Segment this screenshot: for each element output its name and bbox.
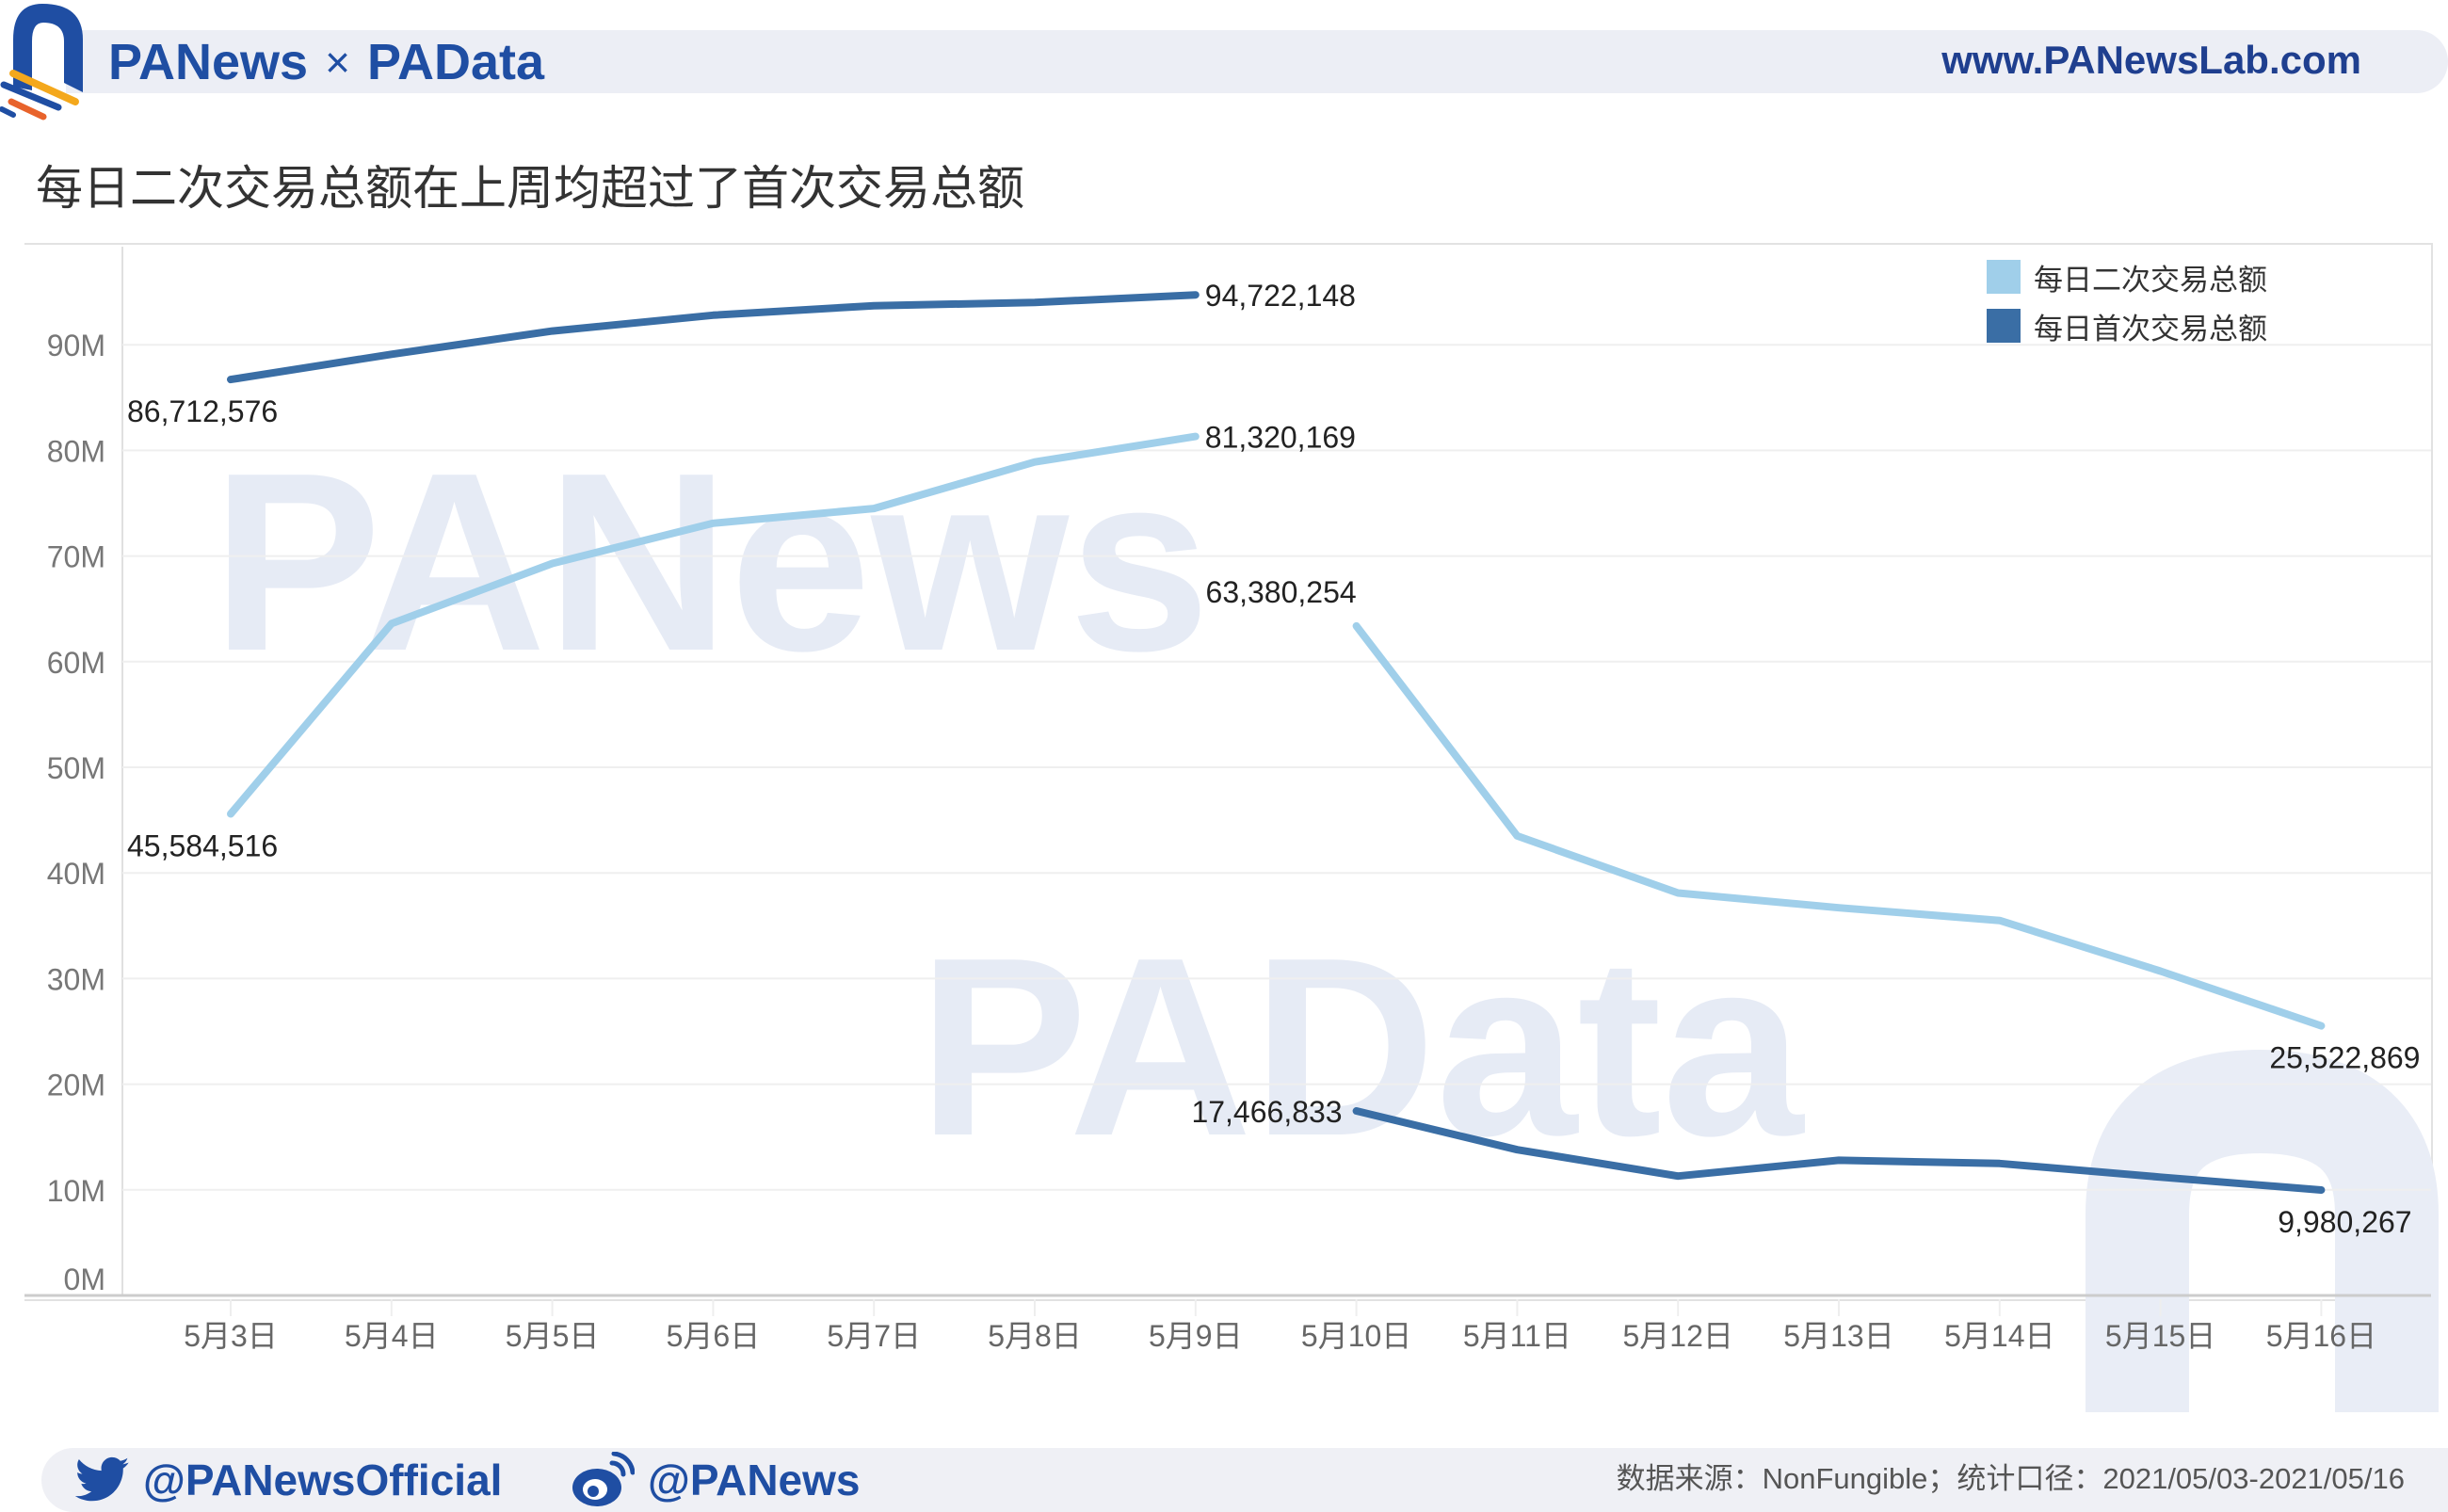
- header-band: [66, 30, 2448, 93]
- y-tick-label: 70M: [47, 540, 105, 574]
- data-label: 63,380,254: [1206, 575, 1357, 609]
- x-tick-label: 5月11日: [1463, 1319, 1571, 1353]
- legend-item-primary[interactable]: 每日首次交易总额: [1987, 301, 2267, 350]
- data-label: 94,722,148: [1205, 279, 1356, 313]
- y-tick-label: 0M: [64, 1263, 105, 1296]
- x-tick-label: 5月9日: [1149, 1319, 1243, 1353]
- data-source-note: 数据来源：NonFungible；统计口径：2021/05/03-2021/05…: [1616, 1462, 2405, 1495]
- series-line-secondary[interactable]: [227, 432, 1200, 818]
- series-line-secondary[interactable]: [1352, 621, 2326, 1030]
- legend-swatch-secondary: [1987, 260, 2021, 294]
- twitter-handle[interactable]: @PANewsOfficial: [75, 1450, 502, 1510]
- data-label: 17,466,833: [1191, 1095, 1342, 1129]
- y-tick-label: 10M: [47, 1174, 105, 1208]
- data-label: 9,980,267: [2278, 1205, 2411, 1239]
- x-tick-label: 5月3日: [184, 1319, 278, 1353]
- data-label: 45,584,516: [127, 829, 278, 863]
- twitter-bird-icon: [75, 1456, 130, 1502]
- y-tick-label: 80M: [47, 434, 105, 468]
- data-label: 86,712,576: [127, 394, 278, 428]
- y-tick-label: 90M: [47, 329, 105, 362]
- x-tick-label: 5月13日: [1783, 1319, 1893, 1353]
- site-url[interactable]: www.PANewsLab.com: [1941, 38, 2361, 82]
- chart-frame: [24, 243, 2433, 1301]
- x-tick-label: 5月15日: [2105, 1319, 2215, 1353]
- data-label: 81,320,169: [1205, 421, 1356, 455]
- brand-panews: PANews: [108, 34, 309, 90]
- data-label: 25,522,869: [2269, 1041, 2420, 1075]
- legend-item-secondary[interactable]: 每日二次交易总额: [1987, 252, 2267, 301]
- brand-padata: PAData: [366, 34, 545, 90]
- chart-title: 每日二次交易总额在上周均超过了首次交易总额: [36, 162, 1024, 215]
- watermark-panews: PANews: [212, 421, 1210, 704]
- y-tick-label: 20M: [47, 1069, 105, 1102]
- legend-swatch-primary: [1987, 309, 2021, 343]
- watermark-padata: PAData: [918, 906, 1805, 1189]
- panews-logo-icon: [0, 4, 83, 121]
- y-tick-label: 30M: [47, 962, 105, 996]
- series-lines: [227, 291, 2326, 1194]
- watermark: PANews PAData: [212, 421, 2439, 1412]
- series-line-primary[interactable]: [227, 291, 1200, 384]
- x-axis: 5月3日 5月4日 5月5日 5月6日 5月7日 5月8日 5月9日 5月10日 5月11日 5月…: [184, 1299, 2376, 1353]
- brand-logo-text: PANews × PAData: [108, 34, 544, 90]
- data-labels: 45,584,516 81,320,169 63,380,254 25,522,869…: [127, 279, 2420, 1239]
- x-tick-label: 5月6日: [667, 1319, 761, 1353]
- twitter-handle-text: @PANewsOfficial: [143, 1456, 503, 1504]
- x-tick-label: 5月7日: [827, 1319, 921, 1353]
- footer-band: [41, 1448, 2448, 1512]
- y-tick-label: 40M: [47, 857, 105, 891]
- y-tick-label: 50M: [47, 751, 105, 785]
- y-axis: 0M 10M 20M 30M 40M 50M 60M 70M 80M 90M: [47, 329, 105, 1296]
- legend-label-secondary: 每日二次交易总额: [2034, 263, 2267, 297]
- weibo-icon: [572, 1452, 635, 1506]
- gridlines: [24, 247, 2431, 1297]
- watermark-logo-icon: [2086, 1049, 2439, 1412]
- x-tick-label: 5月5日: [506, 1319, 600, 1353]
- brand-separator: ×: [325, 38, 350, 87]
- x-tick-label: 5月4日: [345, 1319, 439, 1353]
- x-tick-label: 5月8日: [988, 1319, 1082, 1353]
- x-tick-label: 5月14日: [1944, 1319, 2054, 1353]
- series-line-primary[interactable]: [1352, 1107, 2326, 1194]
- weibo-handle[interactable]: @PANews: [571, 1450, 861, 1510]
- y-tick-label: 60M: [47, 646, 105, 680]
- x-tick-label: 5月10日: [1301, 1319, 1411, 1353]
- weibo-handle-text: @PANews: [648, 1456, 861, 1504]
- legend-label-primary: 每日首次交易总额: [2034, 312, 2267, 346]
- x-tick-label: 5月12日: [1622, 1319, 1732, 1353]
- legend: 每日二次交易总额 每日首次交易总额: [1987, 252, 2267, 350]
- x-tick-label: 5月16日: [2266, 1319, 2376, 1353]
